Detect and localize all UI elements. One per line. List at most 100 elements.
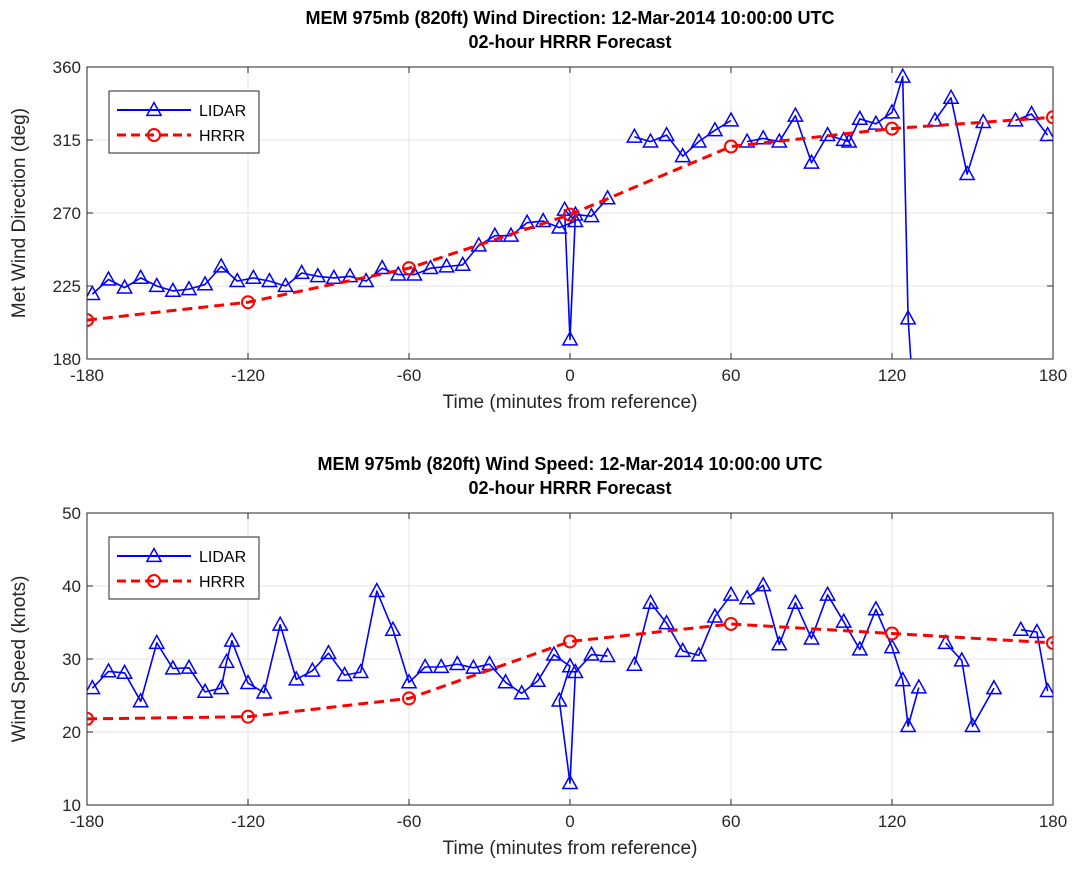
lidar-marker: [534, 212, 552, 228]
lidar-marker: [926, 111, 944, 127]
lidar-line: [1020, 629, 1049, 692]
lidar-marker: [1028, 622, 1046, 639]
lidar-marker: [255, 683, 273, 699]
tick-labels: -180 -120 -60 0 60 120 180 180 225 270 315 360: [53, 58, 1068, 385]
lidar-marker: [985, 679, 1003, 695]
lidar-marker: [87, 285, 101, 301]
lidar-marker: [658, 614, 675, 630]
hrrr-marker: [724, 139, 738, 154]
lidar-marker: [1012, 620, 1030, 636]
lidar-marker: [1039, 682, 1053, 698]
lidar-marker: [851, 640, 869, 656]
lidar-marker: [422, 259, 439, 275]
lidar-marker: [132, 268, 150, 285]
lidar-marker: [100, 662, 117, 678]
x-tick-label: -180: [70, 366, 104, 385]
lidar-line: [945, 642, 995, 727]
hrrr-marker: [87, 711, 94, 726]
lidar-marker: [754, 576, 772, 592]
lidar-line: [91, 590, 608, 784]
lidar-marker: [674, 641, 692, 658]
y-tick-label: 30: [62, 650, 81, 669]
lidar-marker: [400, 673, 418, 689]
lidar-marker: [706, 121, 724, 137]
lidar-marker: [706, 607, 724, 623]
legend-lidar-label: LIDAR: [199, 103, 246, 120]
lidar-line: [746, 584, 920, 727]
legend-hrrr-marker: [147, 574, 161, 588]
lidar-marker: [336, 666, 353, 682]
lidar-line: [746, 75, 912, 359]
x-tick-label: 180: [1039, 366, 1067, 385]
series-group: [87, 67, 1053, 359]
lidar-marker: [626, 655, 643, 671]
lidar-marker: [497, 673, 514, 689]
lidar-marker: [770, 635, 788, 651]
lidar-marker: [465, 658, 482, 674]
legend-box: [108, 536, 260, 600]
lidar-marker: [561, 330, 579, 346]
lidar-marker: [738, 132, 756, 148]
x-tick-label: -60: [397, 366, 422, 385]
lidar-marker: [432, 657, 450, 674]
lidar-marker: [561, 657, 579, 673]
chart-title: MEM 975mb (820ft) Wind Direction: 12-Mar…: [306, 8, 835, 28]
hrrr-marker: [563, 207, 577, 222]
y-axis-label: Met Wind Direction (deg): [9, 108, 30, 318]
lidar-marker: [1039, 126, 1053, 142]
lidar-marker: [352, 663, 370, 679]
lidar-marker: [690, 132, 708, 148]
legend-lidar-label: LIDAR: [199, 549, 246, 566]
lidar-marker: [341, 267, 359, 283]
lidar-marker: [642, 593, 659, 609]
lidar-marker: [454, 255, 472, 272]
lidar-marker: [883, 638, 901, 654]
lidar-marker: [261, 272, 278, 288]
lidar-marker: [787, 106, 804, 122]
lidar-marker: [513, 684, 531, 700]
chart-subtitle: 02-hour HRRR Forecast: [468, 478, 671, 498]
lidar-marker: [722, 111, 740, 127]
lidar-marker: [883, 103, 901, 119]
lidar-marker: [309, 267, 327, 283]
x-tick-label: 60: [722, 812, 741, 831]
lidar-marker: [438, 257, 455, 273]
lidar-marker: [803, 629, 820, 645]
lidar-marker: [899, 309, 917, 325]
lidar-marker: [953, 651, 971, 667]
lidar-marker: [583, 207, 600, 223]
legend-box: [108, 90, 260, 154]
series-group: [87, 576, 1053, 790]
lidar-marker: [894, 67, 912, 83]
lidar-line: [934, 97, 984, 175]
hrrr-marker: [885, 626, 899, 641]
x-tick-label: 120: [878, 812, 906, 831]
lidar-marker: [148, 276, 166, 293]
lidar-marker: [787, 593, 804, 609]
lidar-marker: [835, 612, 853, 628]
x-tick-label: -120: [231, 812, 265, 831]
hrrr-marker: [87, 313, 94, 328]
chart-subtitle: 02-hour HRRR Forecast: [468, 32, 671, 52]
lidar-marker: [357, 272, 375, 288]
lidar-marker: [416, 657, 434, 674]
lidar-marker: [212, 257, 230, 273]
x-axis-label: Time (minutes from reference): [443, 392, 698, 413]
x-tick-label: 60: [722, 366, 741, 385]
lidar-marker: [271, 615, 289, 631]
lidar-marker: [148, 633, 166, 650]
lidar-marker: [1023, 104, 1040, 121]
y-axis-label: Wind Speed (knots): [9, 576, 30, 743]
x-tick-label: -120: [231, 366, 265, 385]
lidar-marker: [218, 652, 235, 669]
lidar-marker: [674, 147, 692, 163]
y-tick-label: 315: [53, 131, 81, 150]
x-axis-label: Time (minutes from reference): [443, 838, 698, 859]
lidar-marker: [384, 620, 402, 636]
lidar-line: [633, 594, 732, 666]
lidar-line: [634, 119, 732, 157]
chart-title: MEM 975mb (820ft) Wind Speed: 12-Mar-201…: [318, 454, 823, 474]
tick-labels: -180 -120 -60 0 60 120 180 10 20 30 40 50: [62, 504, 1067, 831]
lidar-marker: [196, 275, 214, 291]
y-tick-label: 20: [62, 723, 81, 742]
